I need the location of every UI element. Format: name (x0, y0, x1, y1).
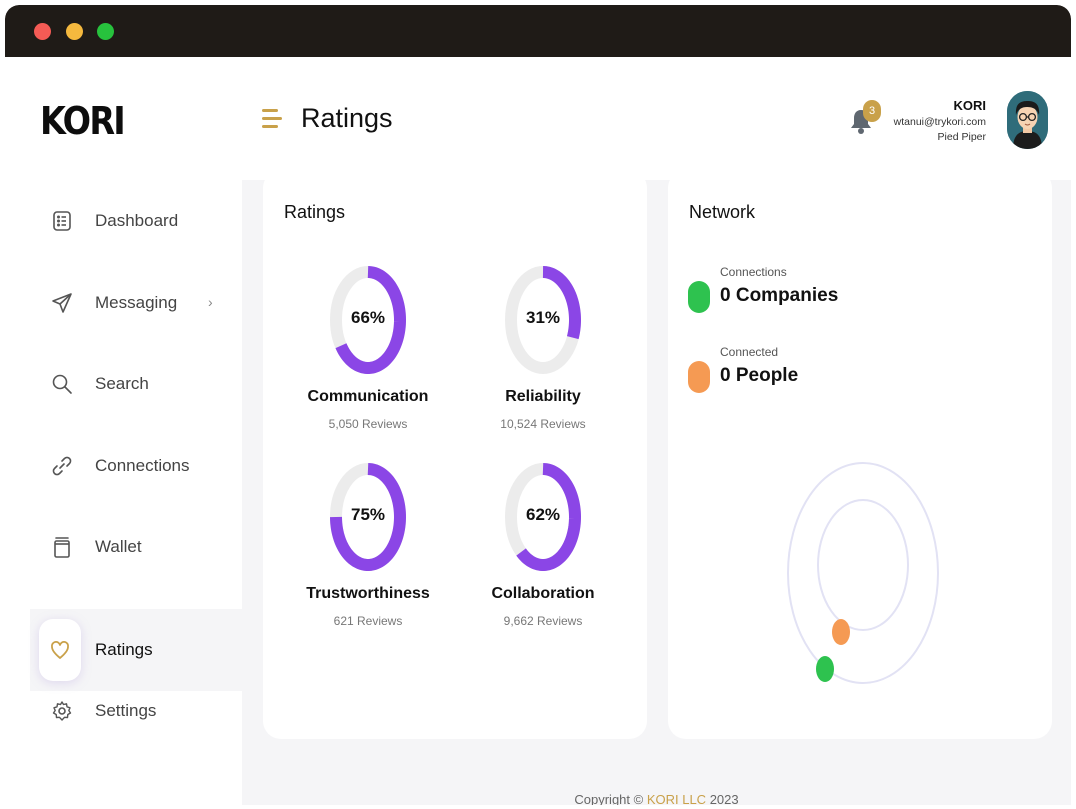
rating-reviews: 621 Reviews (333, 614, 403, 628)
sidebar-item-connections[interactable]: Connections (30, 425, 242, 507)
rating-label: Collaboration (491, 585, 595, 602)
dashboard-icon (53, 211, 71, 231)
donut-chart (505, 266, 581, 374)
connected-orbit-dot (832, 619, 850, 645)
connections-dot (688, 281, 710, 313)
donut-value-arc (335, 266, 407, 374)
title-bar (5, 5, 1071, 57)
ratings-card: Ratings 66% Communication 5,050 Reviews … (263, 170, 647, 739)
heart-icon (51, 641, 69, 659)
rating-percent: 75% (350, 505, 386, 524)
send-icon (52, 293, 72, 313)
network-card: Network Connections 0 Companies Connecte… (668, 170, 1052, 739)
user-email: wtanui@trykori.com (893, 116, 986, 128)
footer: Copyright © KORI LLC 2023 (242, 792, 1071, 805)
app-logo[interactable]: KORI (40, 99, 126, 143)
close-window-button[interactable] (34, 23, 51, 40)
page-title: Ratings (301, 103, 393, 133)
rating-trustworthiness: 75% Trustworthiness 621 Reviews (277, 460, 457, 650)
gear-icon (52, 701, 72, 721)
donut-value-arc (330, 463, 406, 571)
sidebar-item-messaging[interactable]: Messaging › (30, 262, 242, 344)
connected-dot (688, 361, 710, 393)
sidebar-item-dashboard[interactable]: Dashboard (30, 180, 242, 262)
sidebar-item-ratings[interactable]: Ratings (30, 609, 242, 691)
app-header: KORI Ratings 3 KORI wtanui@trykori.com P… (5, 57, 1071, 180)
chevron-right-icon: › (208, 294, 213, 310)
connections-stat: Connections 0 Companies (688, 265, 988, 325)
rating-reviews: 5,050 Reviews (328, 417, 408, 431)
menu-toggle-button[interactable] (262, 109, 284, 129)
connected-value: 0 People (720, 365, 799, 386)
rating-reviews: 9,662 Reviews (503, 614, 583, 628)
avatar-illustration (1007, 91, 1048, 149)
rating-communication: 66% Communication 5,050 Reviews (277, 263, 457, 453)
inner-orbit (817, 499, 909, 631)
app-window: KORI Ratings 3 KORI wtanui@trykori.com P… (5, 5, 1071, 805)
footer-brand-link[interactable]: KORI LLC (646, 792, 707, 805)
footer-year: 2023 (709, 792, 739, 805)
user-company: Pied Piper (937, 131, 986, 143)
sidebar-item-label: Messaging (95, 293, 178, 312)
wallet-icon (54, 537, 70, 558)
donut-chart (505, 463, 582, 571)
connected-stat: Connected 0 People (688, 345, 988, 405)
search-icon (52, 374, 72, 394)
avatar[interactable] (1007, 91, 1048, 149)
sidebar-item-label: Connections (95, 456, 190, 475)
rating-collaboration: 62% Collaboration 9,662 Reviews (452, 460, 632, 650)
rating-label: Reliability (505, 388, 581, 405)
donut-value-arc (542, 266, 581, 340)
donut-value-arc (516, 463, 582, 571)
active-icon-container (39, 619, 81, 681)
outer-orbit (787, 462, 939, 684)
network-card-title: Network (689, 202, 756, 222)
connections-caption: Connections (720, 265, 787, 279)
rating-label: Trustworthiness (306, 585, 430, 602)
rating-percent: 66% (350, 308, 386, 327)
donut-chart (330, 266, 407, 374)
connections-orbit-dot (816, 656, 834, 682)
rating-label: Communication (307, 388, 429, 405)
rating-percent: 62% (525, 505, 561, 524)
rating-reliability: 31% Reliability 10,524 Reviews (452, 263, 632, 453)
sidebar-item-label: Wallet (95, 537, 142, 556)
network-orbit-chart (787, 462, 939, 684)
connections-value: 0 Companies (720, 285, 839, 306)
sidebar-item-label: Ratings (95, 640, 153, 659)
user-info[interactable]: KORI wtanui@trykori.com Pied Piper (894, 97, 986, 145)
rating-percent: 31% (525, 308, 561, 327)
main-content: Ratings 66% Communication 5,050 Reviews … (242, 170, 1071, 805)
donut-chart (330, 463, 406, 571)
sidebar-item-label: Search (95, 374, 149, 393)
rating-reviews: 10,524 Reviews (500, 417, 586, 431)
sidebar-item-wallet[interactable]: Wallet (30, 506, 242, 588)
link-icon (52, 456, 72, 476)
user-name: KORI (953, 98, 987, 113)
sidebar-item-label: Settings (95, 701, 157, 720)
connected-caption: Connected (720, 345, 779, 359)
sidebar: Dashboard Messaging › Search Connectio (5, 180, 242, 805)
footer-copyright: Copyright © (574, 792, 644, 805)
sidebar-item-search[interactable]: Search (30, 343, 242, 425)
sidebar-item-label: Dashboard (95, 211, 179, 230)
maximize-window-button[interactable] (97, 23, 114, 40)
minimize-window-button[interactable] (66, 23, 83, 40)
ratings-card-title: Ratings (284, 202, 346, 222)
notification-count-badge: 3 (863, 100, 881, 122)
sidebar-item-settings[interactable]: Settings (30, 670, 242, 752)
